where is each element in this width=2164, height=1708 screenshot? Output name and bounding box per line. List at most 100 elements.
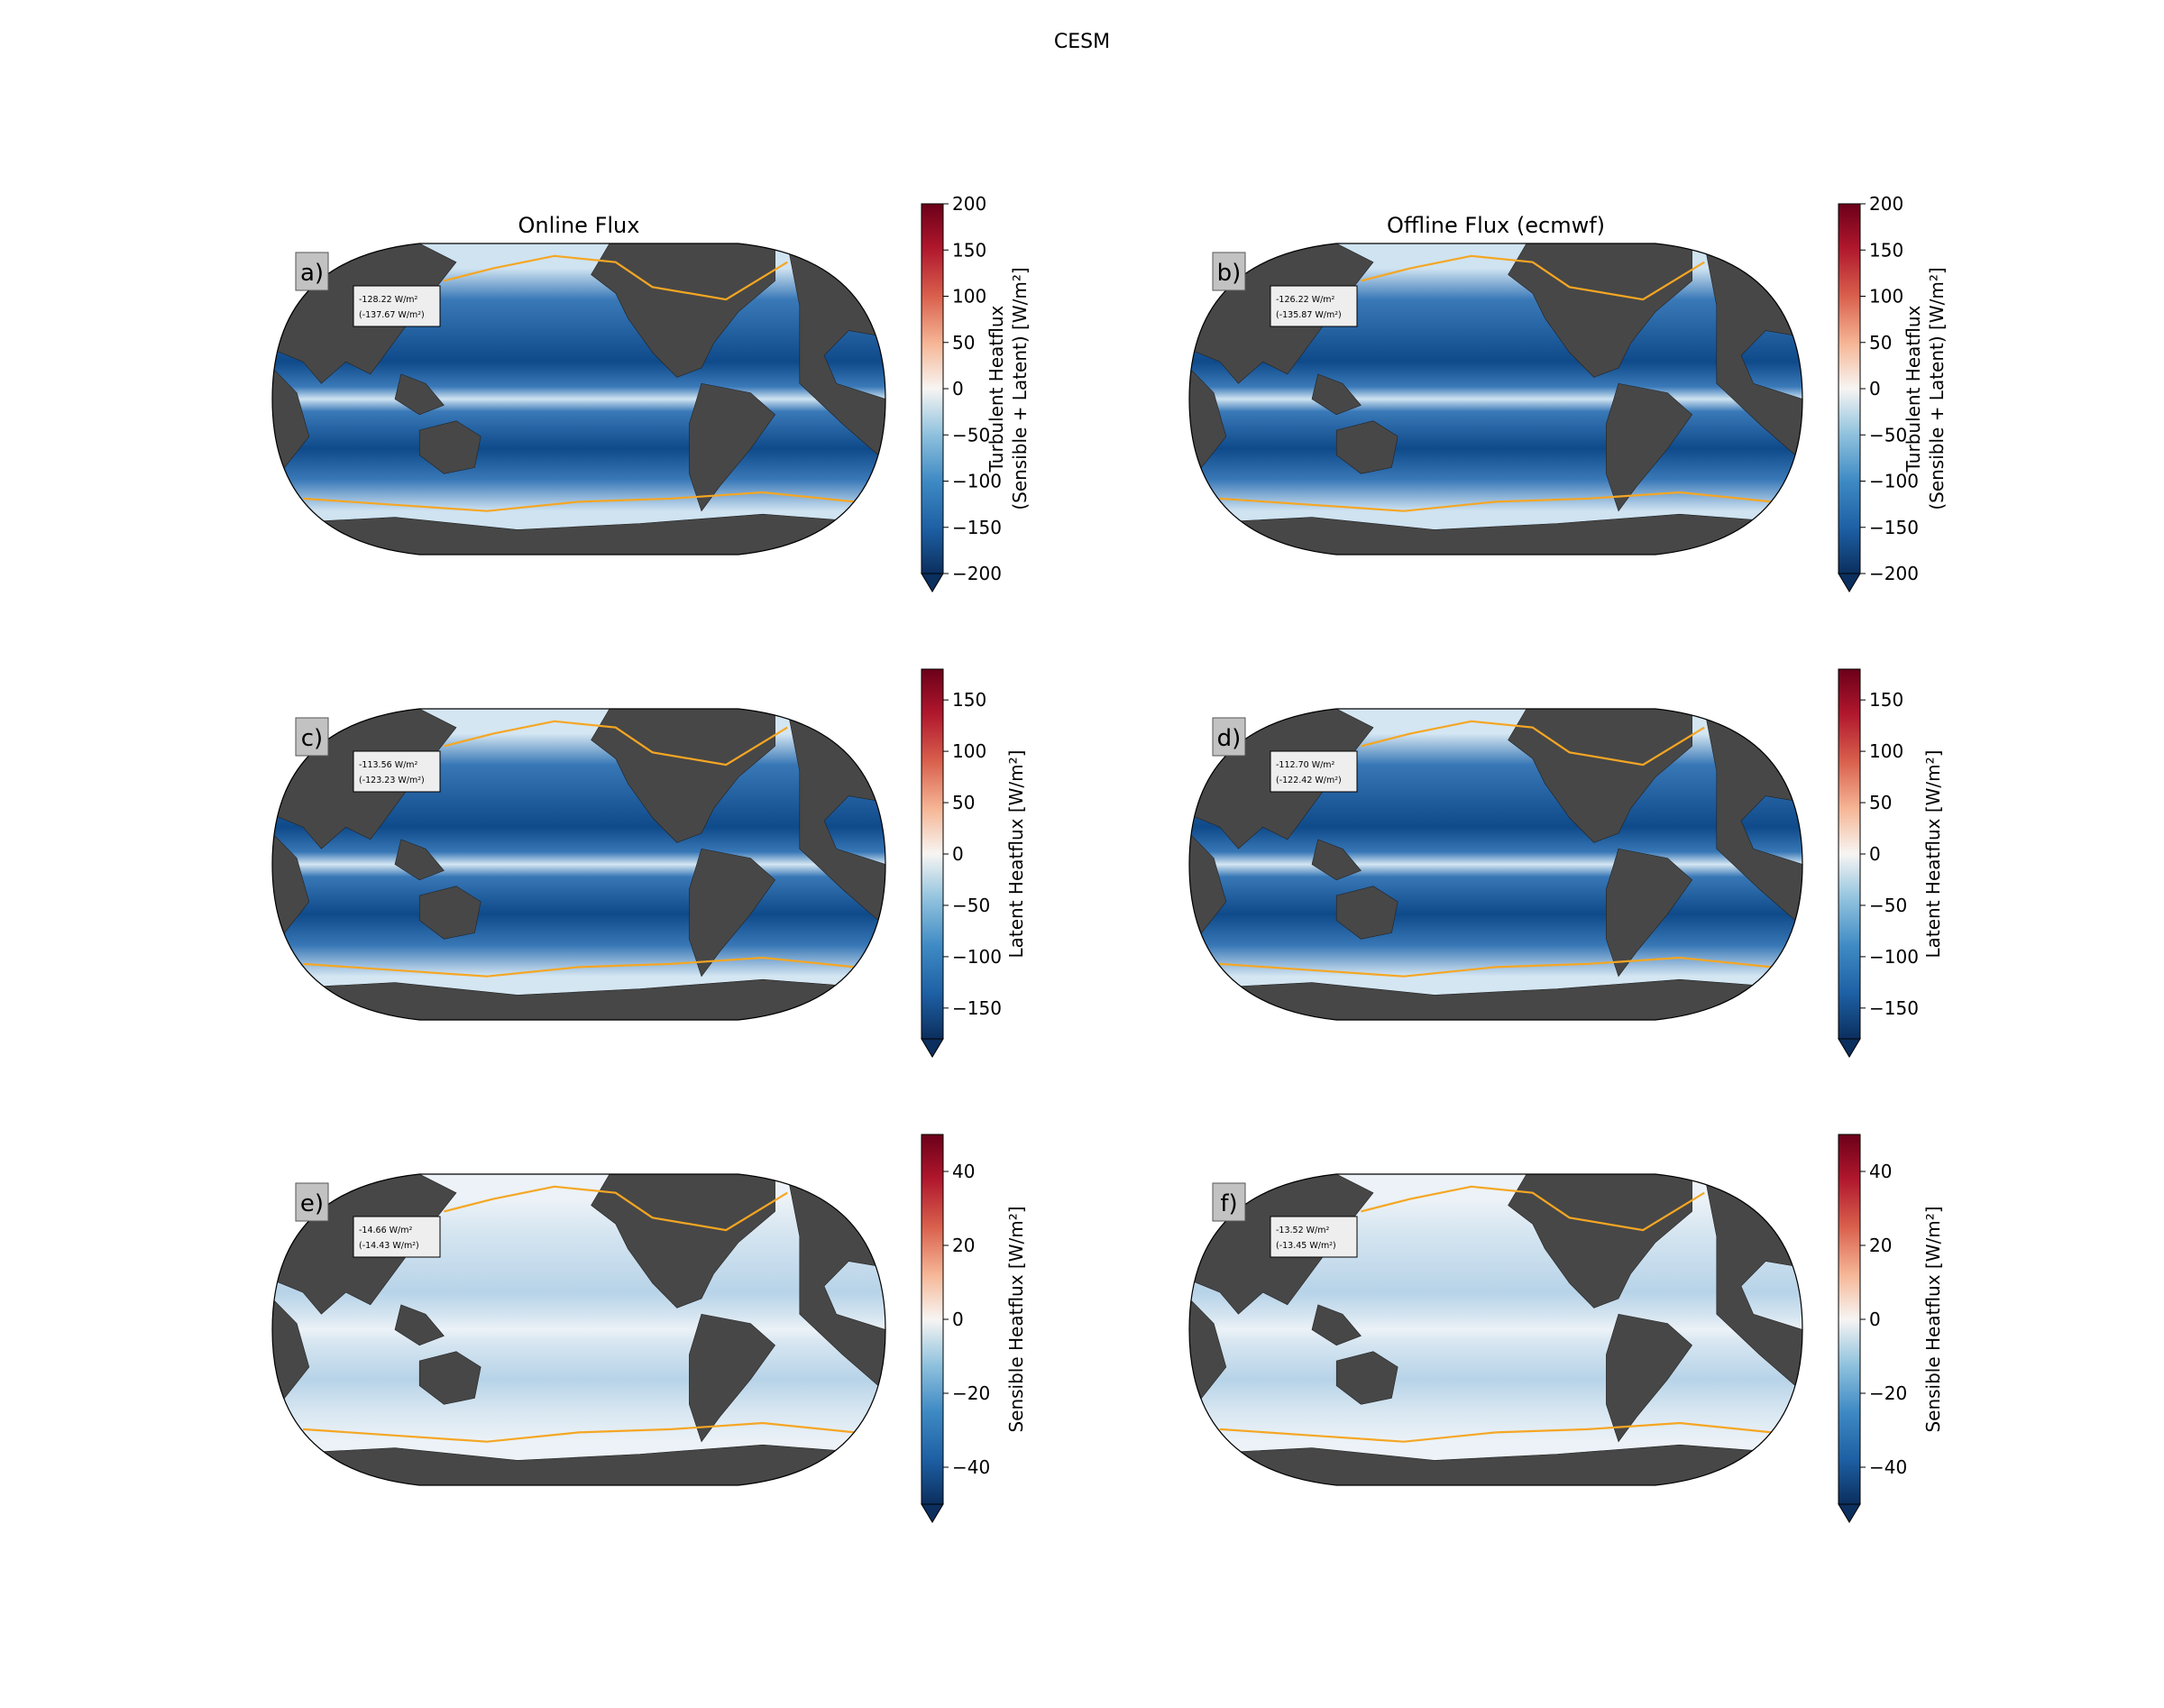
colorbar-tick-label: −50: [952, 424, 990, 445]
colorbar-tick-label: −50: [1869, 895, 1907, 916]
ice-edge-south: [1219, 956, 1773, 978]
ice-edge-south: [302, 491, 856, 512]
panel-c: c) -113.56 W/m² (-123.23 W/m²) 150 100 50 0 −50…: [271, 668, 1027, 1058]
land-maritime-asia: [394, 373, 445, 416]
panel-d: d) -112.70 W/m² (-122.42 W/m²) 150 100 50 0 −50…: [1188, 668, 1944, 1058]
panel-label-box: [1212, 252, 1246, 291]
land-australia: [418, 1351, 481, 1405]
map-border: [271, 1173, 886, 1486]
colorbar-tick-label: −150: [1869, 997, 1919, 1019]
stats-box: [1270, 285, 1358, 327]
map-border: [1188, 1173, 1803, 1486]
colorbar-tick-label: −100: [1869, 471, 1919, 492]
ice-edge-north: [1361, 720, 1705, 767]
stats-second: (-137.67 W/m²): [359, 310, 425, 320]
colorbar-tick-label: −100: [952, 946, 1002, 968]
stats-mean: -126.22 W/m²: [1276, 295, 1335, 305]
stats-second: (-13.45 W/m²): [1276, 1241, 1336, 1251]
colorbar-bar: [1838, 203, 1861, 574]
ice-edge-south: [1219, 1421, 1773, 1443]
colorbar-bar: [1838, 668, 1861, 1040]
colorbar-tick-label: 20: [952, 1235, 975, 1256]
colorbar: 40 20 0 −20 −40 Sensible Heatflux [W/m²]: [921, 1134, 1027, 1523]
panel-label: c): [301, 725, 323, 752]
colorbar: 150 100 50 0 −50 −100 −150 Latent Heatflux [W/m…: [921, 668, 1027, 1058]
land-south-america: [689, 1313, 776, 1443]
colorbar-tick-label: 0: [1869, 1309, 1881, 1330]
panel-title: Offline Flux (ecmwf): [1387, 213, 1605, 238]
stats-mean: -14.66 W/m²: [359, 1226, 412, 1235]
ice-edge-north: [1361, 254, 1705, 301]
colorbar-tick-label: 0: [952, 843, 964, 865]
colorbar-tick-label: −20: [952, 1382, 990, 1404]
land-africa-west: [272, 832, 310, 933]
ice-edge-north: [444, 720, 788, 767]
colorbar-label: Turbulent Heatflux: [1903, 305, 1924, 473]
colorbar-bar: [921, 203, 944, 574]
ice-edge-north: [1361, 1185, 1705, 1232]
colorbar-tick-label: 40: [1869, 1161, 1892, 1182]
colorbar-tick-label: 50: [1869, 332, 1892, 354]
ice-edge-south: [302, 1421, 856, 1443]
panel-label-box: [295, 252, 329, 291]
colorbar-tick-label: −40: [952, 1456, 990, 1478]
colorbar-label: Latent Heatflux [W/m²]: [1005, 750, 1027, 959]
colorbar-tick-label: 100: [952, 740, 986, 762]
land-africa-west: [1189, 367, 1227, 468]
colorbar-tick-label: −150: [1869, 517, 1919, 538]
land-south-america: [1606, 1313, 1693, 1443]
colorbar-bar: [921, 1134, 944, 1505]
ice-edge-north: [444, 254, 788, 301]
panel-title: Online Flux: [518, 213, 640, 238]
colorbar-label: Latent Heatflux [W/m²]: [1922, 750, 1944, 959]
colorbar-extend-min: [1838, 573, 1861, 592]
panel-label-box: [295, 1182, 329, 1222]
stats-box: [353, 750, 441, 793]
ice-edge-south: [1219, 491, 1773, 512]
stats-second: (-122.42 W/m²): [1276, 776, 1342, 785]
map-border: [271, 708, 886, 1021]
land-south-america: [1606, 382, 1693, 512]
colorbar-tick-label: 0: [1869, 843, 1881, 865]
map-border: [271, 243, 886, 556]
stats-box: [353, 285, 441, 327]
stats-mean: -13.52 W/m²: [1276, 1226, 1329, 1235]
land-south-america: [689, 382, 776, 512]
colorbar-tick-label: 50: [952, 792, 975, 813]
panel-label-box: [295, 717, 329, 757]
colorbar-label: Turbulent Heatflux: [986, 305, 1007, 473]
panel-label-box: [1212, 1182, 1246, 1222]
land-maritime-asia: [394, 1304, 445, 1346]
colorbar-tick-label: −150: [952, 517, 1002, 538]
land-antarctica: [1189, 513, 1802, 555]
colorbar-tick-label: −100: [1869, 946, 1919, 968]
colorbar-extend-min: [1838, 1503, 1861, 1523]
stats-mean: -128.22 W/m²: [359, 295, 418, 305]
colorbar-tick-label: 100: [1869, 286, 1903, 308]
panel-label-box: [1212, 717, 1246, 757]
land-africa-west: [272, 367, 310, 468]
land-antarctica: [1189, 1444, 1802, 1485]
colorbar-bar: [1838, 1134, 1861, 1505]
colorbar-tick-label: −200: [952, 563, 1002, 584]
land-antarctica: [272, 978, 885, 1020]
colorbar-label: Sensible Heatflux [W/m²]: [1922, 1206, 1944, 1432]
stats-box: [353, 1216, 441, 1258]
land-maritime-asia: [1311, 373, 1362, 416]
map-border: [1188, 243, 1803, 556]
land-australia: [1335, 1351, 1398, 1405]
colorbar: 200 150 100 50 0 −50 −100 −150 −200 Turbulent Hea…: [921, 193, 1031, 592]
colorbar-label-line2: (Sensible + Latent) [W/m²]: [1926, 267, 1948, 510]
land-south-america: [689, 848, 776, 978]
colorbar-tick-label: 0: [952, 378, 964, 399]
colorbar-bar: [921, 668, 944, 1040]
land-maritime-asia: [394, 839, 445, 881]
colorbar-tick-label: 200: [952, 193, 986, 215]
colorbar-tick-label: −20: [1869, 1382, 1907, 1404]
land-maritime-asia: [1311, 839, 1362, 881]
colorbar-tick-label: 150: [1869, 239, 1903, 261]
colorbar-tick-label: 0: [952, 1309, 964, 1330]
land-south-america: [1606, 848, 1693, 978]
